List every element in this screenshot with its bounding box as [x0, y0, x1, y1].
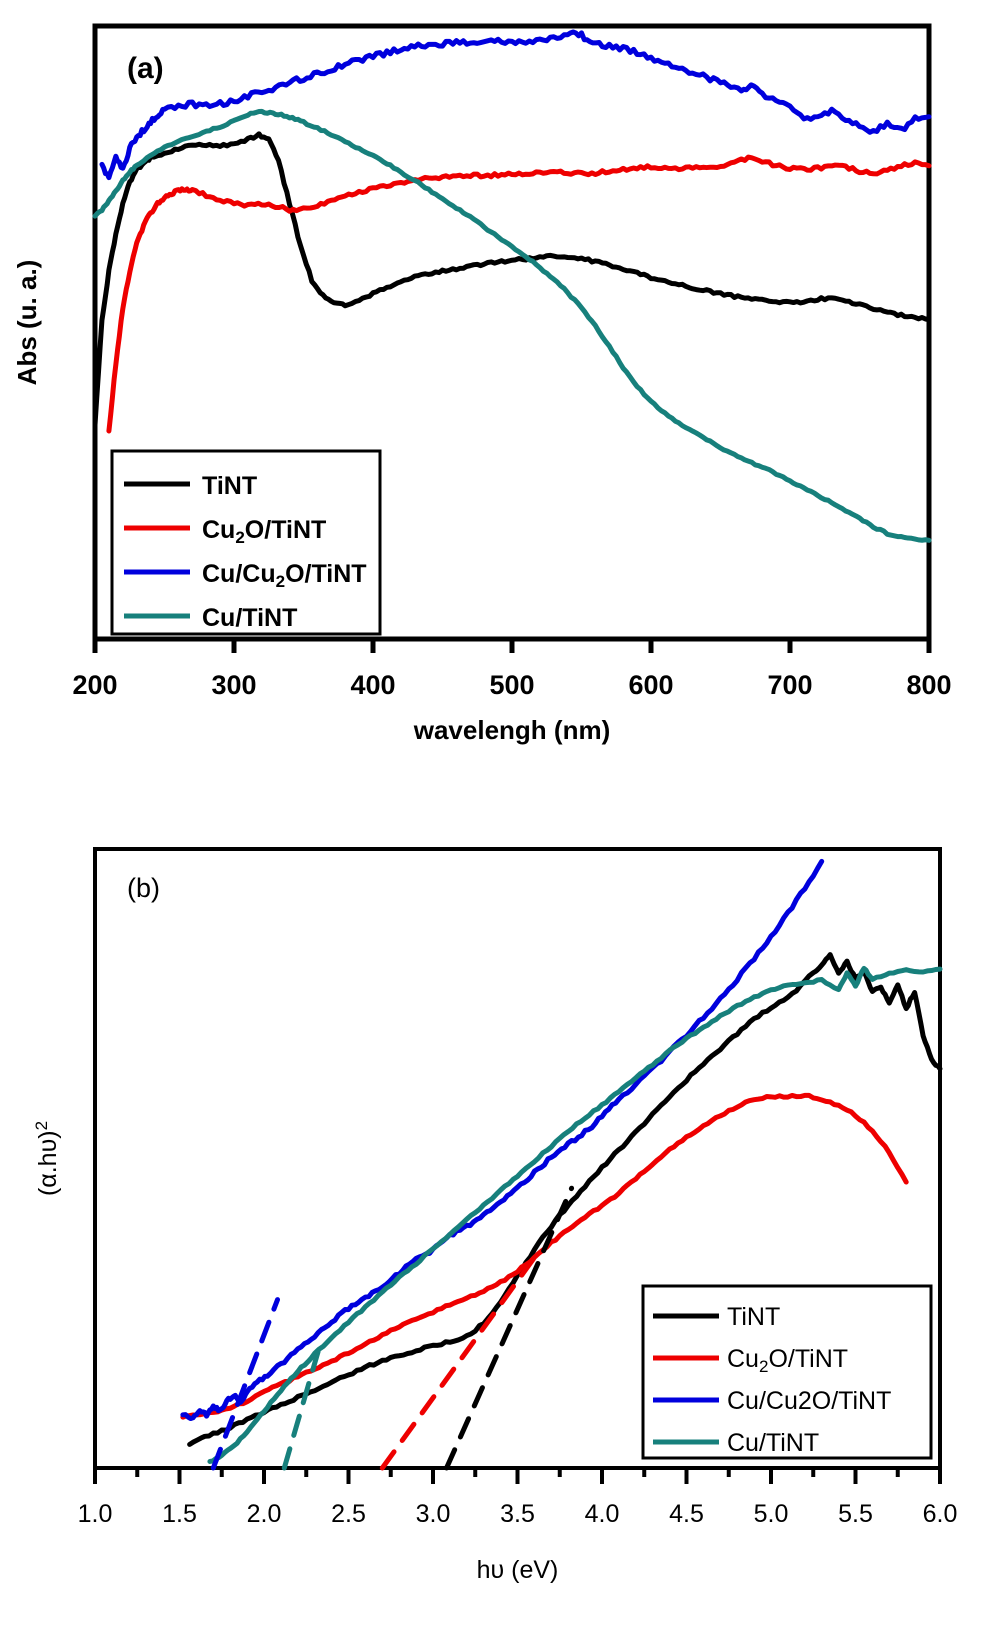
panel-b-legend-label: Cu/TiNT [727, 1429, 819, 1457]
panel-b-legend-label: TiNT [727, 1303, 780, 1331]
panel-a-xaxis-title: wavelengh (nm) [413, 715, 610, 745]
panel-b-curve-tint [187, 952, 943, 1447]
panel-b-yaxis-title: (α.hυ)2 [32, 1121, 63, 1196]
panel-a-legend-label: Cu/Cu2O/TiNT [202, 560, 367, 591]
panel-a-legend-label: TiNT [202, 472, 257, 500]
panel-b-tangent-cu-cu2o-tint-tangent [210, 1297, 281, 1471]
panel-b-tangent-cu2o-tint-tangent [379, 1255, 537, 1471]
panel-a-xtick-label: 400 [350, 670, 395, 700]
panel-a-legend-label: Cu2O/TiNT [202, 516, 326, 547]
panel-b-xtick-label: 4.0 [585, 1500, 620, 1528]
panel-b-xtick-label: 2.0 [247, 1500, 282, 1528]
panel-b-xtick-label: 5.5 [838, 1500, 873, 1528]
panel-b-tangent-tint-tangent [444, 1185, 575, 1471]
panel-b-xtick-label: 3.5 [500, 1500, 535, 1528]
panel-a-xtick-label: 700 [767, 670, 812, 700]
panel-b-xtick-label: 1.5 [162, 1500, 197, 1528]
panel-b-tangent-cu-tint-tangent [281, 1349, 321, 1471]
panel-a-xtick-label: 200 [72, 670, 117, 700]
panel-a-curve-tint [92, 131, 932, 428]
panel-a-xtick-label: 500 [489, 670, 534, 700]
panel-b-xaxis-title: hυ (eV) [477, 1556, 559, 1584]
panel-b-xtick-label: 6.0 [923, 1500, 958, 1528]
panel-b-xtick-label: 2.5 [331, 1500, 366, 1528]
panel-a-curve-cu2o-tint [106, 154, 932, 434]
panel-a-legend: TiNT Cu2O/TiNT Cu/Cu2O/TiNT Cu/TiNT [110, 449, 382, 636]
panel-b-xtick-label: 4.5 [669, 1500, 704, 1528]
panel-a-curve-cu-cu2o-tint [99, 29, 932, 181]
panel-b-legend-label: Cu/Cu2O/TiNT [727, 1387, 891, 1415]
panel-a-label: (a) [127, 52, 164, 85]
panel-b-xtick-label: 1.0 [78, 1500, 113, 1528]
panel-a-yaxis-title: Abs (u. a.) [12, 260, 42, 386]
panel-b-legend-label: Cu2O/TiNT [727, 1345, 848, 1376]
panel-b-label: (b) [127, 873, 160, 903]
panel-b-xtick-label: 3.0 [416, 1500, 451, 1528]
panel-a: 200 300 400 500 600 700 800 wavelengh (nm) Abs (… [12, 23, 952, 745]
panel-b: 1.0 1.5 2.0 2.5 3.0 3.5 4.0 4.5 5.0 5.5 6.0 hυ (eV)… [32, 847, 958, 1584]
panel-a-xtick-label: 800 [906, 670, 951, 700]
panel-a-curve-cu-tint [92, 108, 932, 543]
panel-b-xtick-label: 5.0 [754, 1500, 789, 1528]
panel-b-legend: TiNT Cu2O/TiNT Cu/Cu2O/TiNT Cu/TiNT [641, 1284, 933, 1460]
panel-a-legend-label: Cu/TiNT [202, 604, 297, 632]
panel-a-xtick-label: 300 [211, 670, 256, 700]
panel-a-xtick-label: 600 [628, 670, 673, 700]
panel-b-curve-cu-tint [207, 965, 943, 1464]
